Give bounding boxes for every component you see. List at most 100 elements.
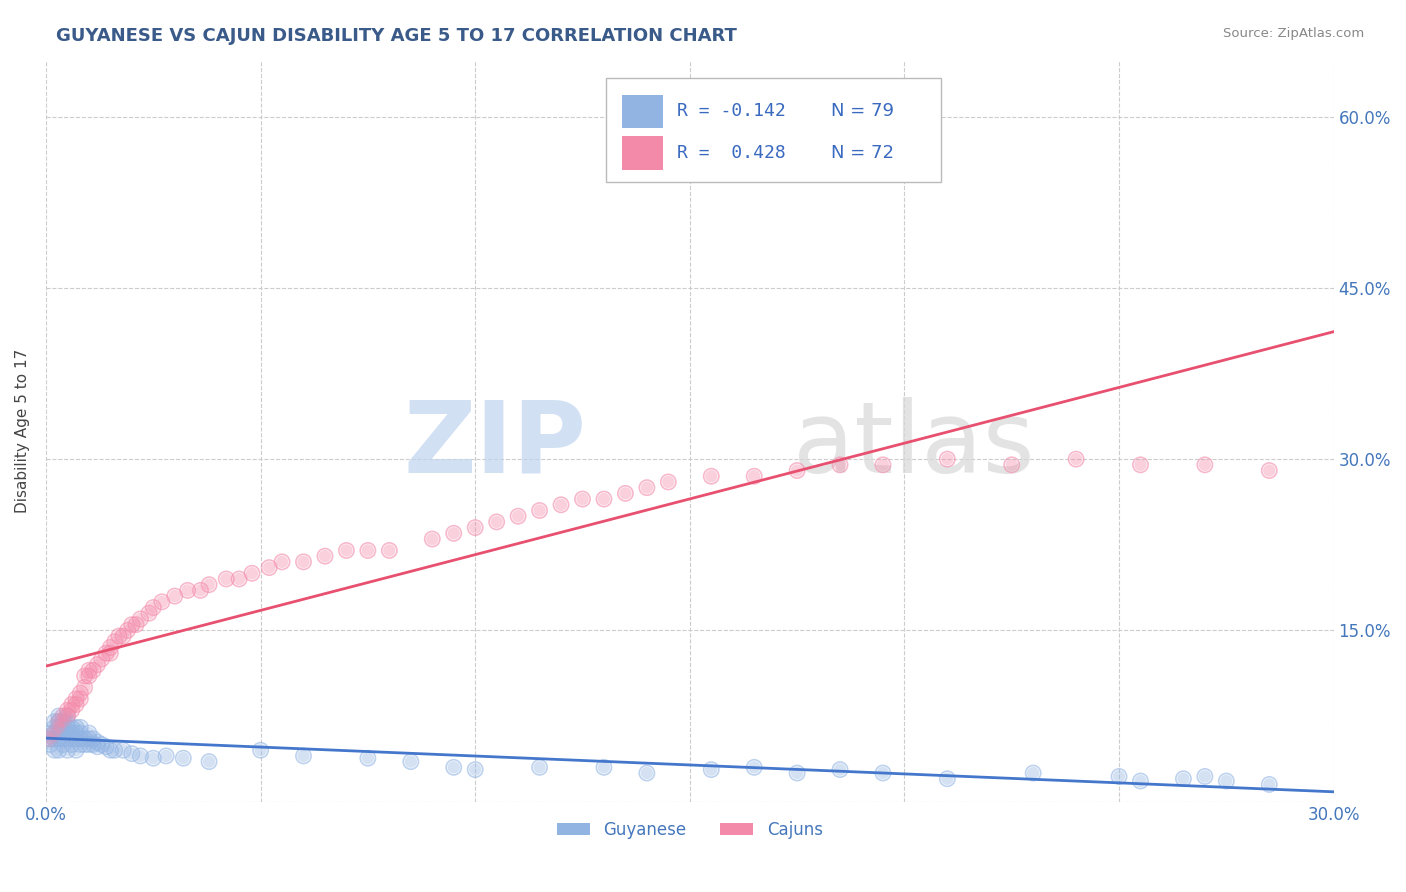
Point xyxy=(69,691,91,706)
Point xyxy=(700,763,723,777)
Point xyxy=(464,520,486,534)
Point xyxy=(240,566,263,581)
Point xyxy=(357,543,380,558)
Y-axis label: Disability Age 5 to 17: Disability Age 5 to 17 xyxy=(15,349,30,513)
Point xyxy=(94,739,117,754)
Point xyxy=(378,543,401,558)
Point xyxy=(48,720,70,734)
Point xyxy=(485,515,508,529)
Point xyxy=(657,475,679,489)
Point xyxy=(48,726,70,740)
Point xyxy=(52,714,75,729)
Point xyxy=(44,743,66,757)
Point xyxy=(44,714,66,729)
Point xyxy=(1215,774,1237,789)
Point xyxy=(292,748,315,763)
Point xyxy=(399,755,422,769)
Point xyxy=(138,606,160,620)
Point xyxy=(872,458,894,472)
Point xyxy=(52,731,75,746)
Point xyxy=(56,709,79,723)
Point xyxy=(65,726,87,740)
Point xyxy=(48,720,70,734)
Point xyxy=(1129,458,1152,472)
Point xyxy=(48,720,70,734)
Point xyxy=(77,726,100,740)
Point xyxy=(82,663,104,677)
Point xyxy=(936,772,959,786)
Point xyxy=(48,743,70,757)
Point xyxy=(1001,458,1024,472)
Point xyxy=(52,726,75,740)
Point xyxy=(82,738,104,752)
Point xyxy=(172,751,194,765)
Point xyxy=(1129,774,1152,789)
Point xyxy=(65,743,87,757)
Point xyxy=(73,681,96,695)
Point xyxy=(69,686,91,700)
Point xyxy=(48,720,70,734)
Point xyxy=(86,735,108,749)
Point xyxy=(65,743,87,757)
Point xyxy=(257,560,280,574)
Point xyxy=(86,739,108,754)
Point xyxy=(44,726,66,740)
Point xyxy=(700,763,723,777)
Text: Source: ZipAtlas.com: Source: ZipAtlas.com xyxy=(1223,27,1364,40)
Point xyxy=(742,760,765,774)
Point xyxy=(94,646,117,660)
Point xyxy=(60,738,83,752)
Point xyxy=(56,714,79,729)
Point xyxy=(52,720,75,734)
Text: R =  0.428: R = 0.428 xyxy=(676,144,786,162)
Point xyxy=(872,766,894,780)
Point xyxy=(52,726,75,740)
Point xyxy=(292,748,315,763)
Point xyxy=(936,452,959,467)
Text: N = 72: N = 72 xyxy=(831,144,894,162)
Point xyxy=(52,714,75,729)
Point xyxy=(198,755,221,769)
Point xyxy=(44,731,66,746)
Point xyxy=(52,709,75,723)
Point xyxy=(1194,458,1216,472)
Point xyxy=(60,726,83,740)
Point xyxy=(700,469,723,483)
Point xyxy=(1173,772,1195,786)
Point xyxy=(215,572,238,586)
Point xyxy=(872,766,894,780)
Point xyxy=(56,743,79,757)
Point xyxy=(420,532,443,546)
Point xyxy=(786,464,808,478)
Point xyxy=(69,686,91,700)
Point xyxy=(56,703,79,717)
Point xyxy=(82,663,104,677)
Point xyxy=(142,751,165,765)
Point xyxy=(292,555,315,569)
Point xyxy=(257,560,280,574)
Text: GUYANESE VS CAJUN DISABILITY AGE 5 TO 17 CORRELATION CHART: GUYANESE VS CAJUN DISABILITY AGE 5 TO 17… xyxy=(56,27,737,45)
Point xyxy=(117,624,139,638)
Point xyxy=(56,703,79,717)
Point xyxy=(48,726,70,740)
Point xyxy=(1258,777,1281,791)
Point xyxy=(48,714,70,729)
Point xyxy=(48,743,70,757)
Point xyxy=(60,726,83,740)
Point xyxy=(69,738,91,752)
Point xyxy=(73,681,96,695)
Point xyxy=(125,617,148,632)
Point xyxy=(56,709,79,723)
Point xyxy=(52,720,75,734)
Point xyxy=(571,492,593,507)
Point xyxy=(636,481,658,495)
Point xyxy=(39,726,62,740)
Point xyxy=(56,714,79,729)
Point xyxy=(117,624,139,638)
Point xyxy=(129,748,152,763)
Point xyxy=(464,763,486,777)
Point xyxy=(335,543,357,558)
Point xyxy=(1022,766,1045,780)
Point xyxy=(73,731,96,746)
Point xyxy=(742,760,765,774)
